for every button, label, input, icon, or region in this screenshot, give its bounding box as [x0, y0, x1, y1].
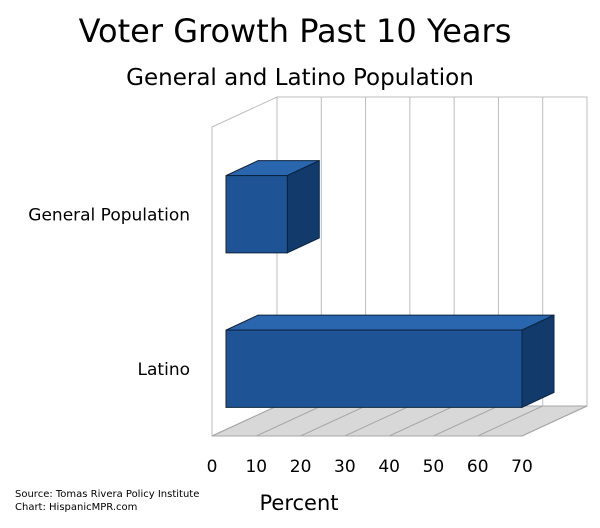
floor-gridline: [477, 405, 543, 437]
x-tick-label: 10: [245, 457, 267, 477]
x-tick-label: 60: [467, 457, 489, 477]
x-axis-label: Percent: [259, 491, 338, 515]
bar-top-face: [225, 314, 555, 331]
category-labels: General Population Latino: [28, 205, 190, 380]
chart-credit-line: Chart: HispanicMPR.com: [15, 502, 137, 513]
source-line: Source: Tomas Rivera Policy Institute: [15, 489, 199, 500]
x-tick-label: 70: [511, 457, 533, 477]
bar-side-face: [521, 314, 555, 409]
x-tick-label: 20: [290, 457, 312, 477]
bar-front-face: [225, 175, 288, 254]
floor-gridline: [344, 405, 411, 437]
bar-2: [225, 314, 555, 409]
floor-gridline: [433, 405, 499, 437]
floor-gridline: [388, 405, 455, 437]
bars: [225, 159, 555, 409]
category-label: General Population: [28, 205, 190, 225]
floor-gridline: [300, 405, 366, 437]
floor-gridline: [211, 405, 278, 437]
floor-gridline: [521, 405, 588, 437]
x-tick-labels: 0 10 20 30 40 50 60 70: [207, 457, 533, 477]
chart-subtitle: General and Latino Population: [126, 65, 474, 91]
x-tick-label: 0: [207, 457, 218, 477]
x-tick-label: 40: [378, 457, 400, 477]
floor-gridline: [256, 405, 322, 437]
chart-title: Voter Growth Past 10 Years: [79, 12, 512, 50]
x-tick-label: 50: [423, 457, 445, 477]
x-tick-label: 30: [334, 457, 356, 477]
bar-1: [225, 159, 320, 254]
bar-side-face: [286, 159, 320, 254]
category-label: Latino: [138, 360, 190, 380]
bar-front-face: [225, 329, 523, 408]
